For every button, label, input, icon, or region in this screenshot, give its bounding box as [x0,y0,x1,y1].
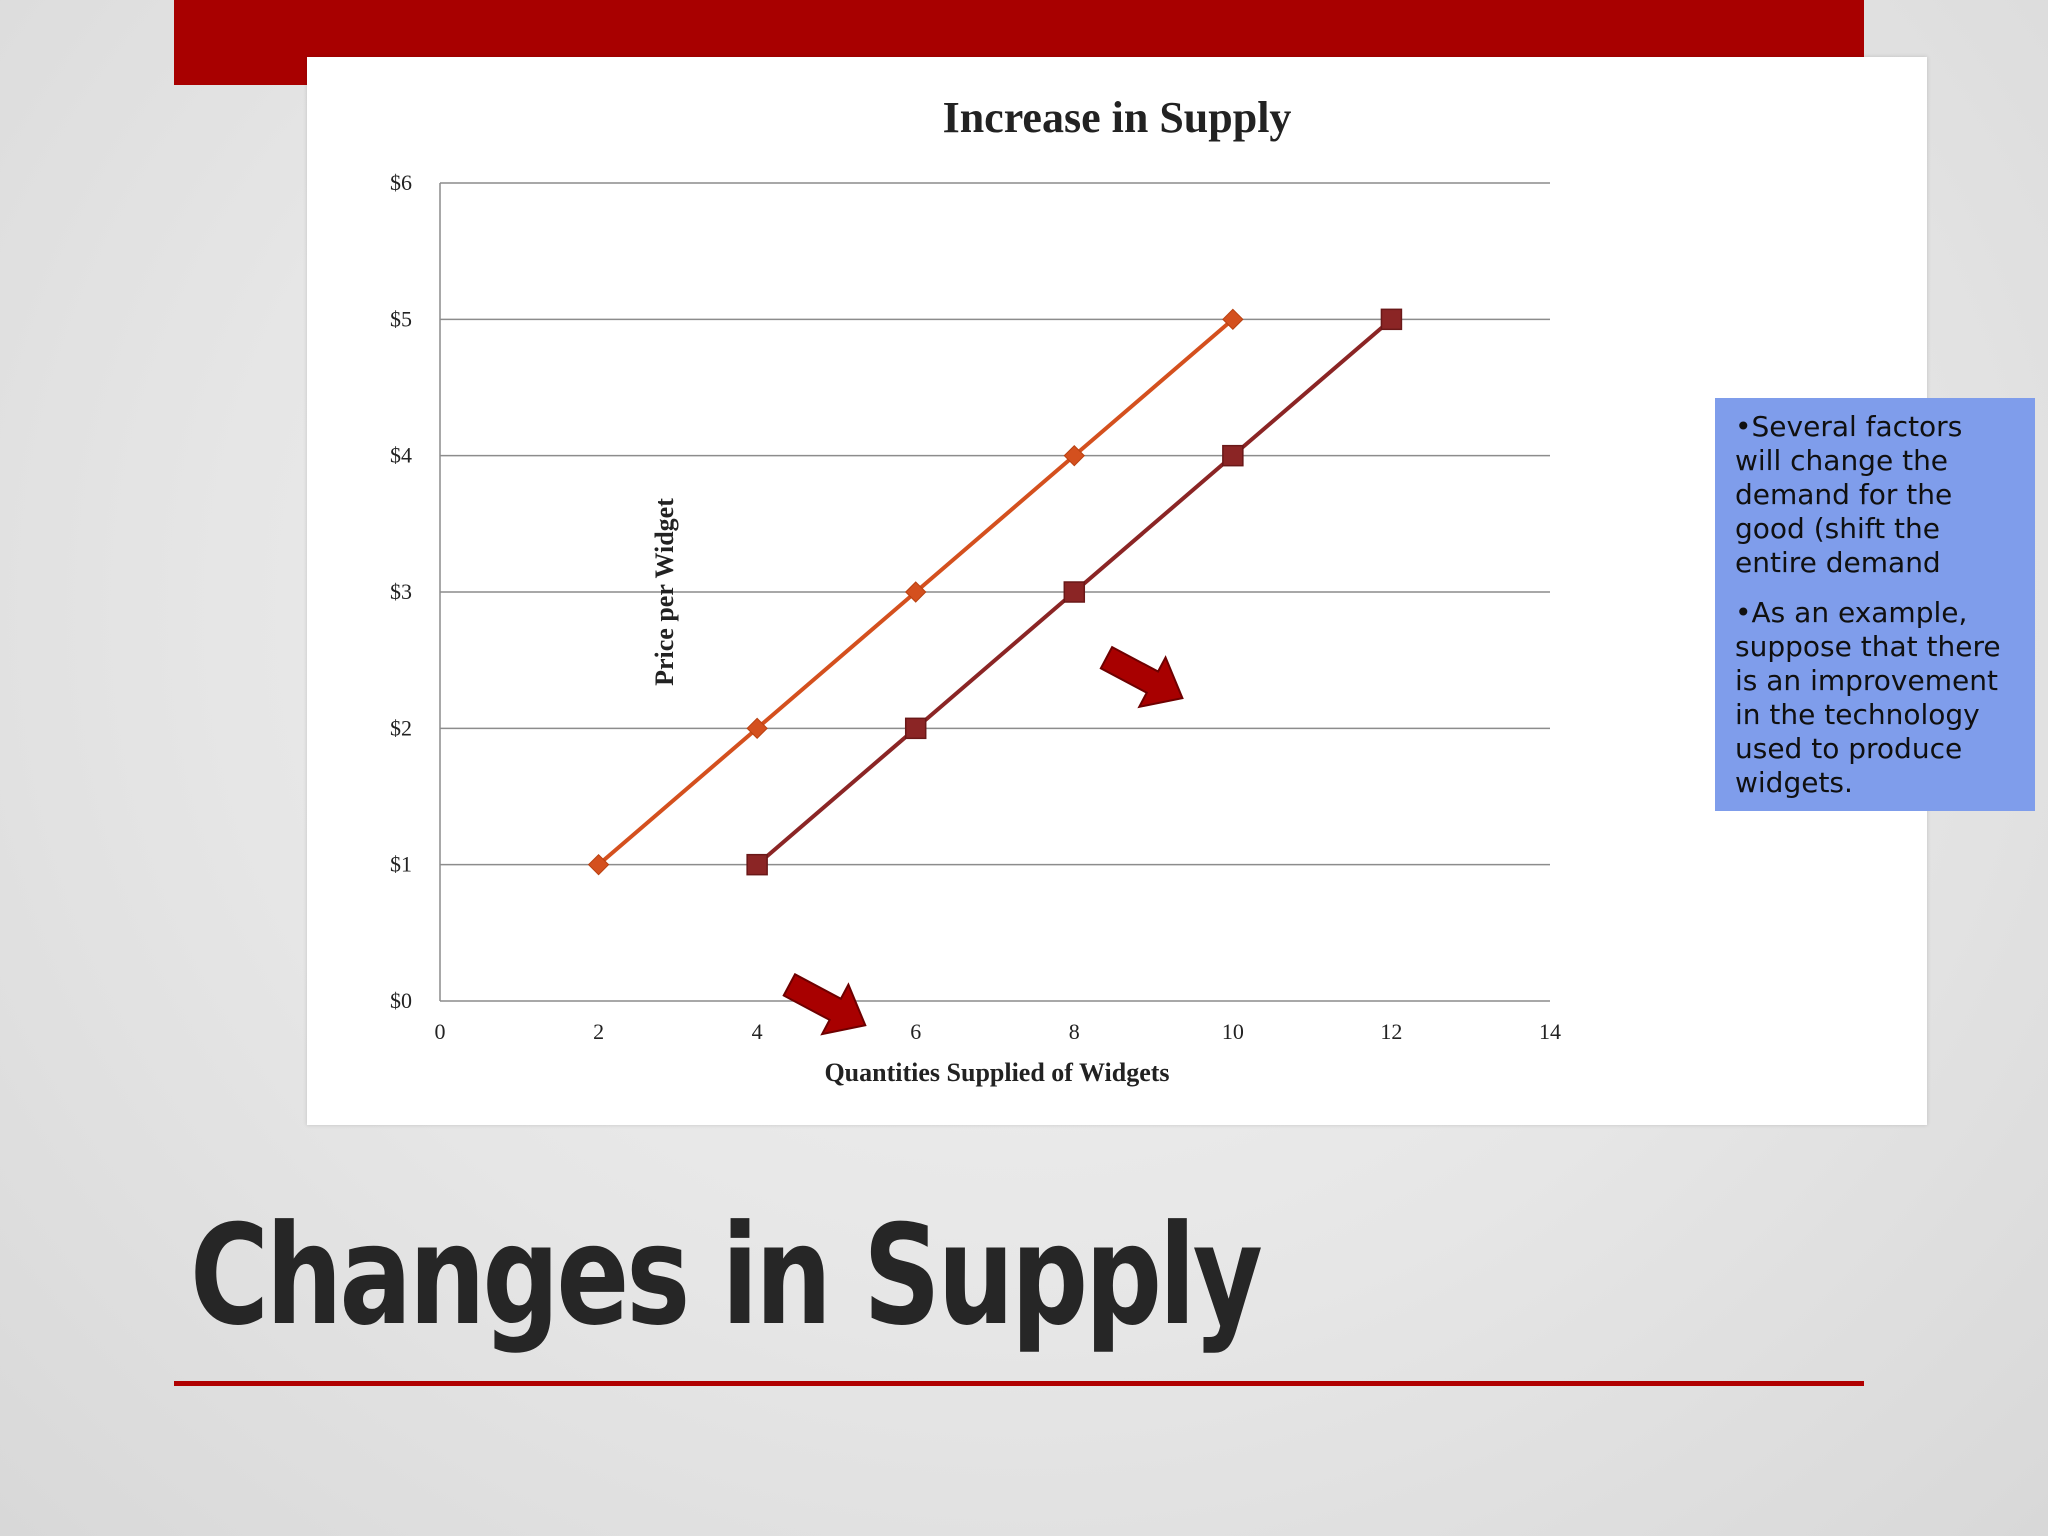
data-point-diamond [905,581,927,603]
y-tick-label: $6 [390,170,412,195]
callout-paragraph: •As an example, suppose that there is an… [1735,596,2001,799]
right-shift-arrow-icon [1099,645,1184,709]
y-tick-label: $3 [390,579,412,604]
y-tick-label: $1 [390,852,412,877]
data-point-square [1063,581,1086,603]
x-tick-label: 6 [910,1019,921,1044]
data-point-square [904,717,927,740]
series-layer [587,308,1403,876]
x-tick-label: 10 [1222,1019,1244,1044]
x-axis-title: Quantities Supplied of Widgets [824,1058,1169,1087]
y-tick-label: $5 [390,306,412,331]
data-point-diamond [746,717,768,740]
chart-title: Increase in Supply [943,93,1292,142]
annotation-arrows [782,645,1184,1036]
data-point-square [1222,444,1244,467]
right-shift-arrow-icon [782,972,867,1036]
tick-labels: $0 $1 $2 $3 $4 $5 $6 0 2 4 6 8 10 12 14 [390,170,1561,1044]
y-tick-label: $0 [390,988,412,1013]
data-point-square [746,853,768,876]
right-shift-arrow-icon [1099,645,1184,709]
callout-box: •Several factors will change the demand … [1715,398,2035,811]
x-tick-label: 0 [435,1019,446,1044]
x-tick-label: 12 [1380,1019,1402,1044]
data-point-square [1380,308,1403,331]
y-axis-title: Price per Widget [650,498,679,686]
data-point-diamond [1222,308,1244,331]
x-tick-label: 14 [1539,1019,1561,1044]
y-tick-label: $2 [390,715,412,740]
title-underline [174,1381,1864,1386]
callout-paragraph: •Several factors will change the demand … [1735,410,1963,579]
data-point-diamond [587,853,610,876]
data-point-diamond [1063,444,1085,467]
x-tick-label: 4 [752,1019,763,1044]
x-tick-label: 8 [1069,1019,1080,1044]
supply-chart: Increase in Supply $0 $1 $2 $3 $4 $5 $6 0 2 4 6 8 10… [390,93,1900,1087]
slide-title: Changes in Supply [190,1195,1263,1356]
chart-panel: Increase in Supply $0 $1 $2 $3 $4 $5 $6 0 2 4 6 8 10… [307,57,2035,1125]
right-shift-arrow-icon [782,972,867,1036]
x-tick-label: 2 [593,1019,604,1044]
y-tick-label: $4 [390,443,412,468]
grid-layer [439,182,1550,1002]
